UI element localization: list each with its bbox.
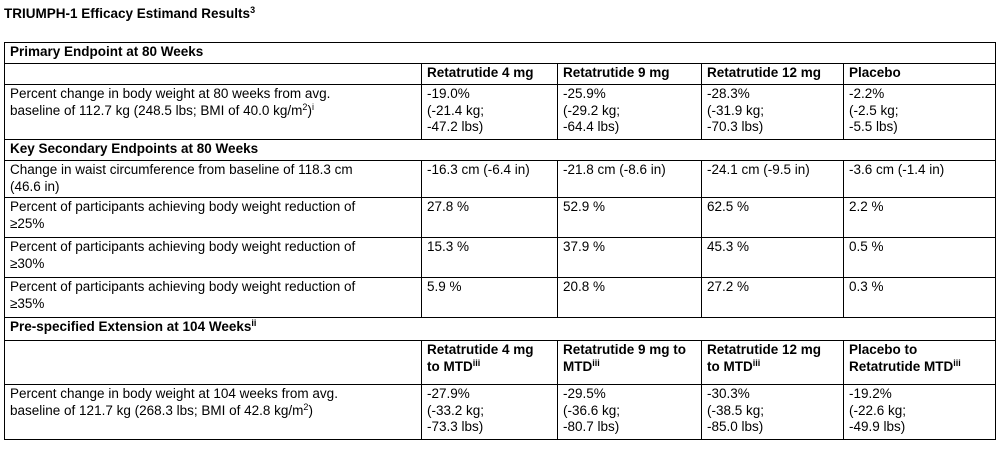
table-cell: 0.5 % — [842, 237, 997, 278]
footnote-ref: ii — [251, 318, 257, 328]
table-cell: -29.5% (-36.6 kg; -80.7 lbs) — [557, 384, 702, 440]
col-header-placebo-mtd: Placebo to Retatrutide MTDiii — [842, 340, 997, 385]
table-cell: -24.1 cm (-9.5 in) — [701, 160, 844, 198]
table-cell: -16.3 cm (-6.4 in) — [421, 160, 558, 198]
table-cell: 27.2 % — [701, 277, 844, 318]
section-extension-title: Pre-specified Extension at 104 Weeksii — [3, 317, 997, 341]
table-cell: -27.9% (-33.2 kg; -73.3 lbs) — [421, 384, 558, 440]
table-title: TRIUMPH-1 Efficacy Estimand Results3 — [4, 5, 256, 22]
table-cell: -25.9% (-29.2 kg; -64.4 lbs) — [557, 84, 702, 140]
table-cell: -3.6 cm (-1.4 in) — [842, 160, 997, 198]
col-header-4mg: Retatrutide 4 mg — [421, 63, 558, 85]
col-header-12mg-mtd: Retatrutide 12 mg to MTDiii — [701, 340, 844, 385]
footnote-ref: i — [311, 101, 314, 112]
col-header-placebo: Placebo — [842, 63, 997, 85]
table-row: Percent of participants achieving body w… — [4, 197, 997, 238]
table-cell: -19.0% (-21.4 kg; -47.2 lbs) — [421, 84, 558, 140]
row-label: Percent of participants achieving body w… — [4, 237, 422, 278]
col-header-9mg: Retatrutide 9 mg — [557, 63, 702, 85]
table-cell: 27.8 % — [421, 197, 558, 238]
table-cell: 52.9 % — [557, 197, 702, 238]
efficacy-results-table: Primary Endpoint at 80 Weeks Retatrutide… — [3, 42, 997, 440]
table-cell: 37.9 % — [557, 237, 702, 278]
col-header-12mg: Retatrutide 12 mg — [701, 63, 844, 85]
title-footnote-ref: 3 — [250, 5, 256, 15]
table-row: Percent of participants achieving body w… — [4, 277, 997, 318]
col-header-9mg-mtd: Retatrutide 9 mg to MTDiii — [557, 340, 702, 385]
row-label: Change in waist circumference from basel… — [4, 160, 422, 198]
section-primary-title: Primary Endpoint at 80 Weeks — [3, 42, 997, 64]
row-label: Percent of participants achieving body w… — [4, 277, 422, 318]
header-blank — [4, 63, 422, 85]
section-secondary-title: Key Secondary Endpoints at 80 Weeks — [3, 139, 997, 161]
table-cell: -30.3% (-38.5 kg; -85.0 lbs) — [701, 384, 844, 440]
table-cell: -21.8 cm (-8.6 in) — [557, 160, 702, 198]
table-cell: 15.3 % — [421, 237, 558, 278]
row-label-body-weight-104w: Percent change in body weight at 104 wee… — [4, 384, 422, 440]
table-cell: -28.3% (-31.9 kg; -70.3 lbs) — [701, 84, 844, 140]
header-blank — [4, 340, 422, 385]
table-cell: 20.8 % — [557, 277, 702, 318]
table-row: Percent of participants achieving body w… — [4, 237, 997, 278]
table-cell: 2.2 % — [842, 197, 997, 238]
table-cell: 0.3 % — [842, 277, 997, 318]
table-row: Change in waist circumference from basel… — [4, 160, 997, 198]
table-cell: -2.2% (-2.5 kg; -5.5 lbs) — [842, 84, 997, 140]
col-header-4mg-mtd: Retatrutide 4 mg to MTDiii — [421, 340, 558, 385]
table-cell: -19.2% (-22.6 kg; -49.9 lbs) — [842, 384, 997, 440]
table-cell: 62.5 % — [701, 197, 844, 238]
row-label: Percent of participants achieving body w… — [4, 197, 422, 238]
table-cell: 45.3 % — [701, 237, 844, 278]
table-cell: 5.9 % — [421, 277, 558, 318]
row-label-body-weight-80w: Percent change in body weight at 80 week… — [4, 84, 422, 140]
